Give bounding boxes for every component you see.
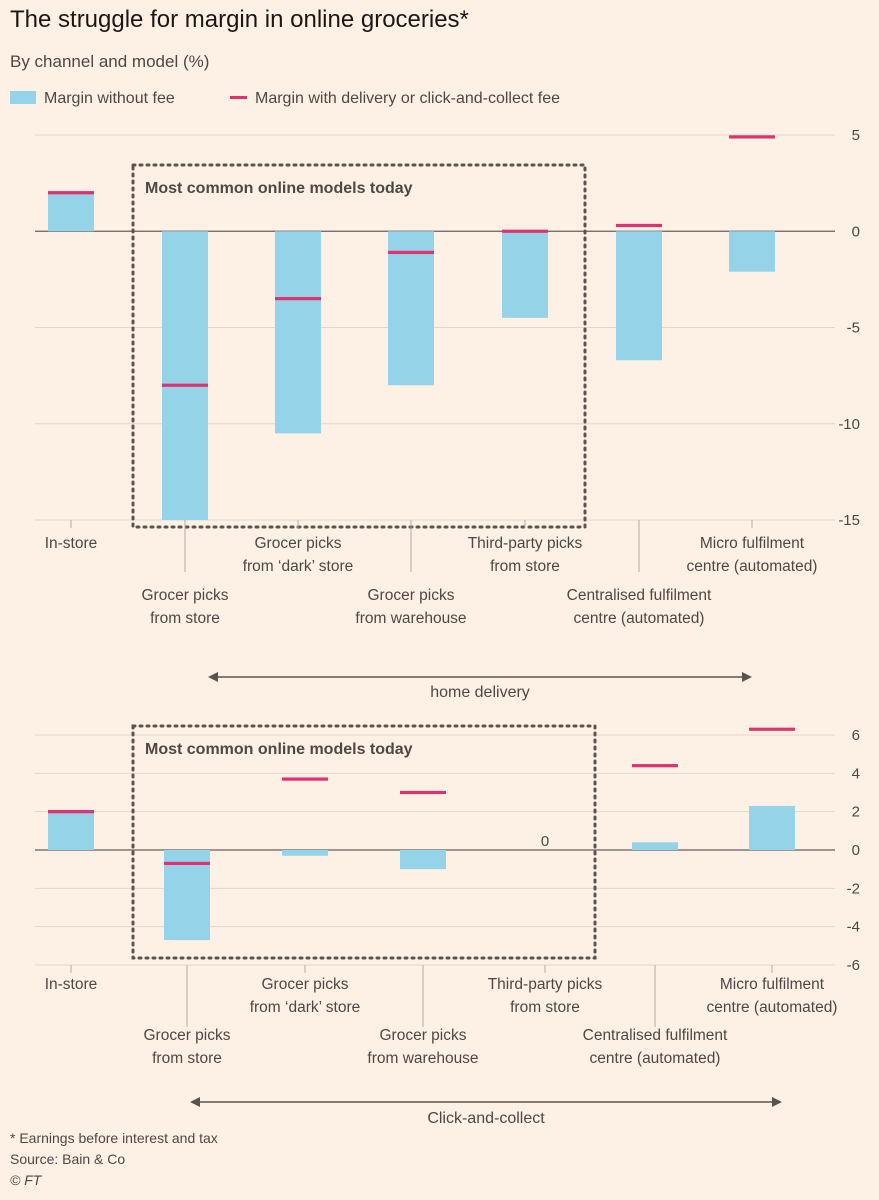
category-label: In-store <box>45 976 98 993</box>
y-tick-label: -5 <box>847 320 860 337</box>
channel-label: Click-and-collect <box>427 1110 545 1127</box>
legend-item-line: Margin with delivery or click-and-collec… <box>230 90 560 108</box>
category-label: from store <box>490 558 560 575</box>
category-label: from warehouse <box>367 1050 478 1067</box>
chart-subtitle: By channel and model (%) <box>10 52 210 71</box>
category-label: centre (automated) <box>707 999 838 1016</box>
category-label: from store <box>510 999 580 1016</box>
category-label: from store <box>152 1050 222 1067</box>
zero-value-label: 0 <box>541 833 549 850</box>
fee-marker <box>729 135 775 139</box>
category-label: from ‘dark’ store <box>250 999 361 1016</box>
legend-line-swatch <box>230 96 247 99</box>
fee-marker <box>164 861 210 866</box>
source-note: Source: Bain & Co <box>10 1151 126 1167</box>
category-label: centre (automated) <box>687 558 818 575</box>
category-label: Centralised fulfilment <box>567 587 712 604</box>
bar-margin-without-fee <box>275 231 321 434</box>
fee-marker <box>502 229 548 233</box>
footnote: * Earnings before interest and tax <box>10 1130 218 1146</box>
bar-margin-without-fee <box>616 231 662 361</box>
category-label: Grocer picks <box>380 1027 467 1044</box>
y-tick-label: 0 <box>852 223 860 240</box>
highlight-box <box>131 724 597 960</box>
fee-marker <box>48 191 94 195</box>
category-label: Micro fulfilment <box>720 976 825 993</box>
legend-line-label: Margin with delivery or click-and-collec… <box>255 90 560 107</box>
category-label: Micro fulfilment <box>700 535 805 552</box>
bar-margin-without-fee <box>502 231 548 318</box>
y-tick-label: 2 <box>852 804 860 821</box>
click-and-collect-chart: 6 4 2 0 -2 -4 -6 Most common online models toda… <box>0 715 879 1135</box>
y-tick-label: -2 <box>847 880 860 897</box>
category-label: Grocer picks <box>262 976 349 993</box>
bar-margin-without-fee <box>48 190 94 232</box>
category-label: Third-party picks <box>488 976 603 993</box>
bar-margin-without-fee <box>162 231 208 520</box>
fee-marker <box>400 790 446 795</box>
bar-margin-without-fee <box>48 809 94 850</box>
legend-bar-label: Margin without fee <box>44 90 175 107</box>
click-and-collect-chart-svg: 6 4 2 0 -2 -4 -6 Most common online models toda… <box>35 724 860 1127</box>
y-tick-label: -15 <box>838 512 860 529</box>
legend-item-bar: Margin without fee <box>10 90 175 108</box>
channel-arrow-left-head <box>208 672 218 682</box>
category-label: In-store <box>45 535 98 552</box>
bar-margin-without-fee <box>388 231 434 386</box>
bar-margin-without-fee <box>632 842 678 850</box>
highlight-box <box>131 163 587 529</box>
channel-arrow-right-head <box>742 672 752 682</box>
channel-label: home delivery <box>430 684 530 701</box>
category-label: from warehouse <box>355 610 466 627</box>
y-tick-label: -4 <box>847 919 860 936</box>
legend-bar-swatch <box>10 91 36 104</box>
chart-title: The struggle for margin in online grocer… <box>10 6 469 33</box>
category-label: Grocer picks <box>368 587 455 604</box>
bar-margin-without-fee <box>749 805 795 850</box>
home-delivery-chart-svg: 5 0 -5 -10 -15 Most common online models toda… <box>35 127 860 701</box>
category-label: centre (automated) <box>590 1050 721 1067</box>
highlight-label: Most common online models today <box>145 741 413 758</box>
fee-marker <box>616 223 662 228</box>
home-delivery-chart: 5 0 -5 -10 -15 Most common online models toda… <box>0 115 879 725</box>
y-tick-label: 0 <box>852 842 860 859</box>
bar-margin-without-fee <box>282 850 328 856</box>
fee-marker <box>282 777 328 781</box>
category-label: Third-party picks <box>468 535 583 552</box>
fee-marker <box>388 250 434 255</box>
category-label: from store <box>150 610 220 627</box>
category-label: Grocer picks <box>144 1027 231 1044</box>
fee-marker <box>48 810 94 814</box>
y-tick-label: 6 <box>852 727 860 744</box>
fee-marker <box>632 764 678 768</box>
y-tick-label: 4 <box>852 765 860 782</box>
category-label: Centralised fulfilment <box>583 1027 728 1044</box>
y-tick-label: 5 <box>852 127 860 144</box>
fee-marker <box>162 383 208 387</box>
channel-arrow-right-head <box>772 1097 782 1107</box>
fee-marker <box>275 297 321 301</box>
category-label: Grocer picks <box>142 587 229 604</box>
category-label: centre (automated) <box>574 610 705 627</box>
highlight-label: Most common online models today <box>145 180 413 197</box>
channel-arrow-left-head <box>190 1097 200 1107</box>
bar-margin-without-fee <box>400 850 446 870</box>
y-tick-label: -10 <box>838 416 860 433</box>
ft-credit: © FT <box>10 1172 42 1188</box>
bar-margin-without-fee <box>729 231 775 272</box>
fee-marker <box>749 727 795 731</box>
category-label: from ‘dark’ store <box>243 558 354 575</box>
y-tick-label: -6 <box>847 957 860 974</box>
category-label: Grocer picks <box>255 535 342 552</box>
